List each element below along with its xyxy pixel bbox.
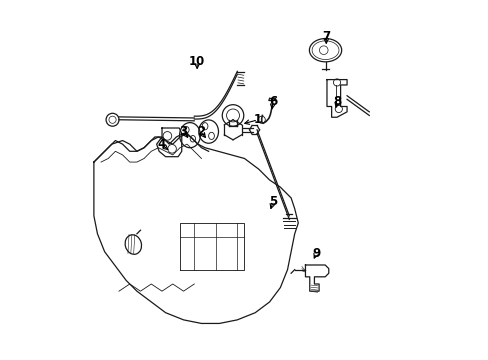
Text: 5: 5	[268, 195, 277, 208]
Text: 10: 10	[189, 55, 205, 68]
Text: 7: 7	[322, 30, 330, 43]
Text: 9: 9	[311, 247, 320, 260]
Text: 2: 2	[196, 125, 204, 138]
Text: 3: 3	[179, 125, 187, 138]
Text: 8: 8	[333, 95, 341, 108]
Text: 1: 1	[254, 113, 262, 126]
Text: 4: 4	[157, 138, 165, 150]
Text: 6: 6	[268, 95, 277, 108]
